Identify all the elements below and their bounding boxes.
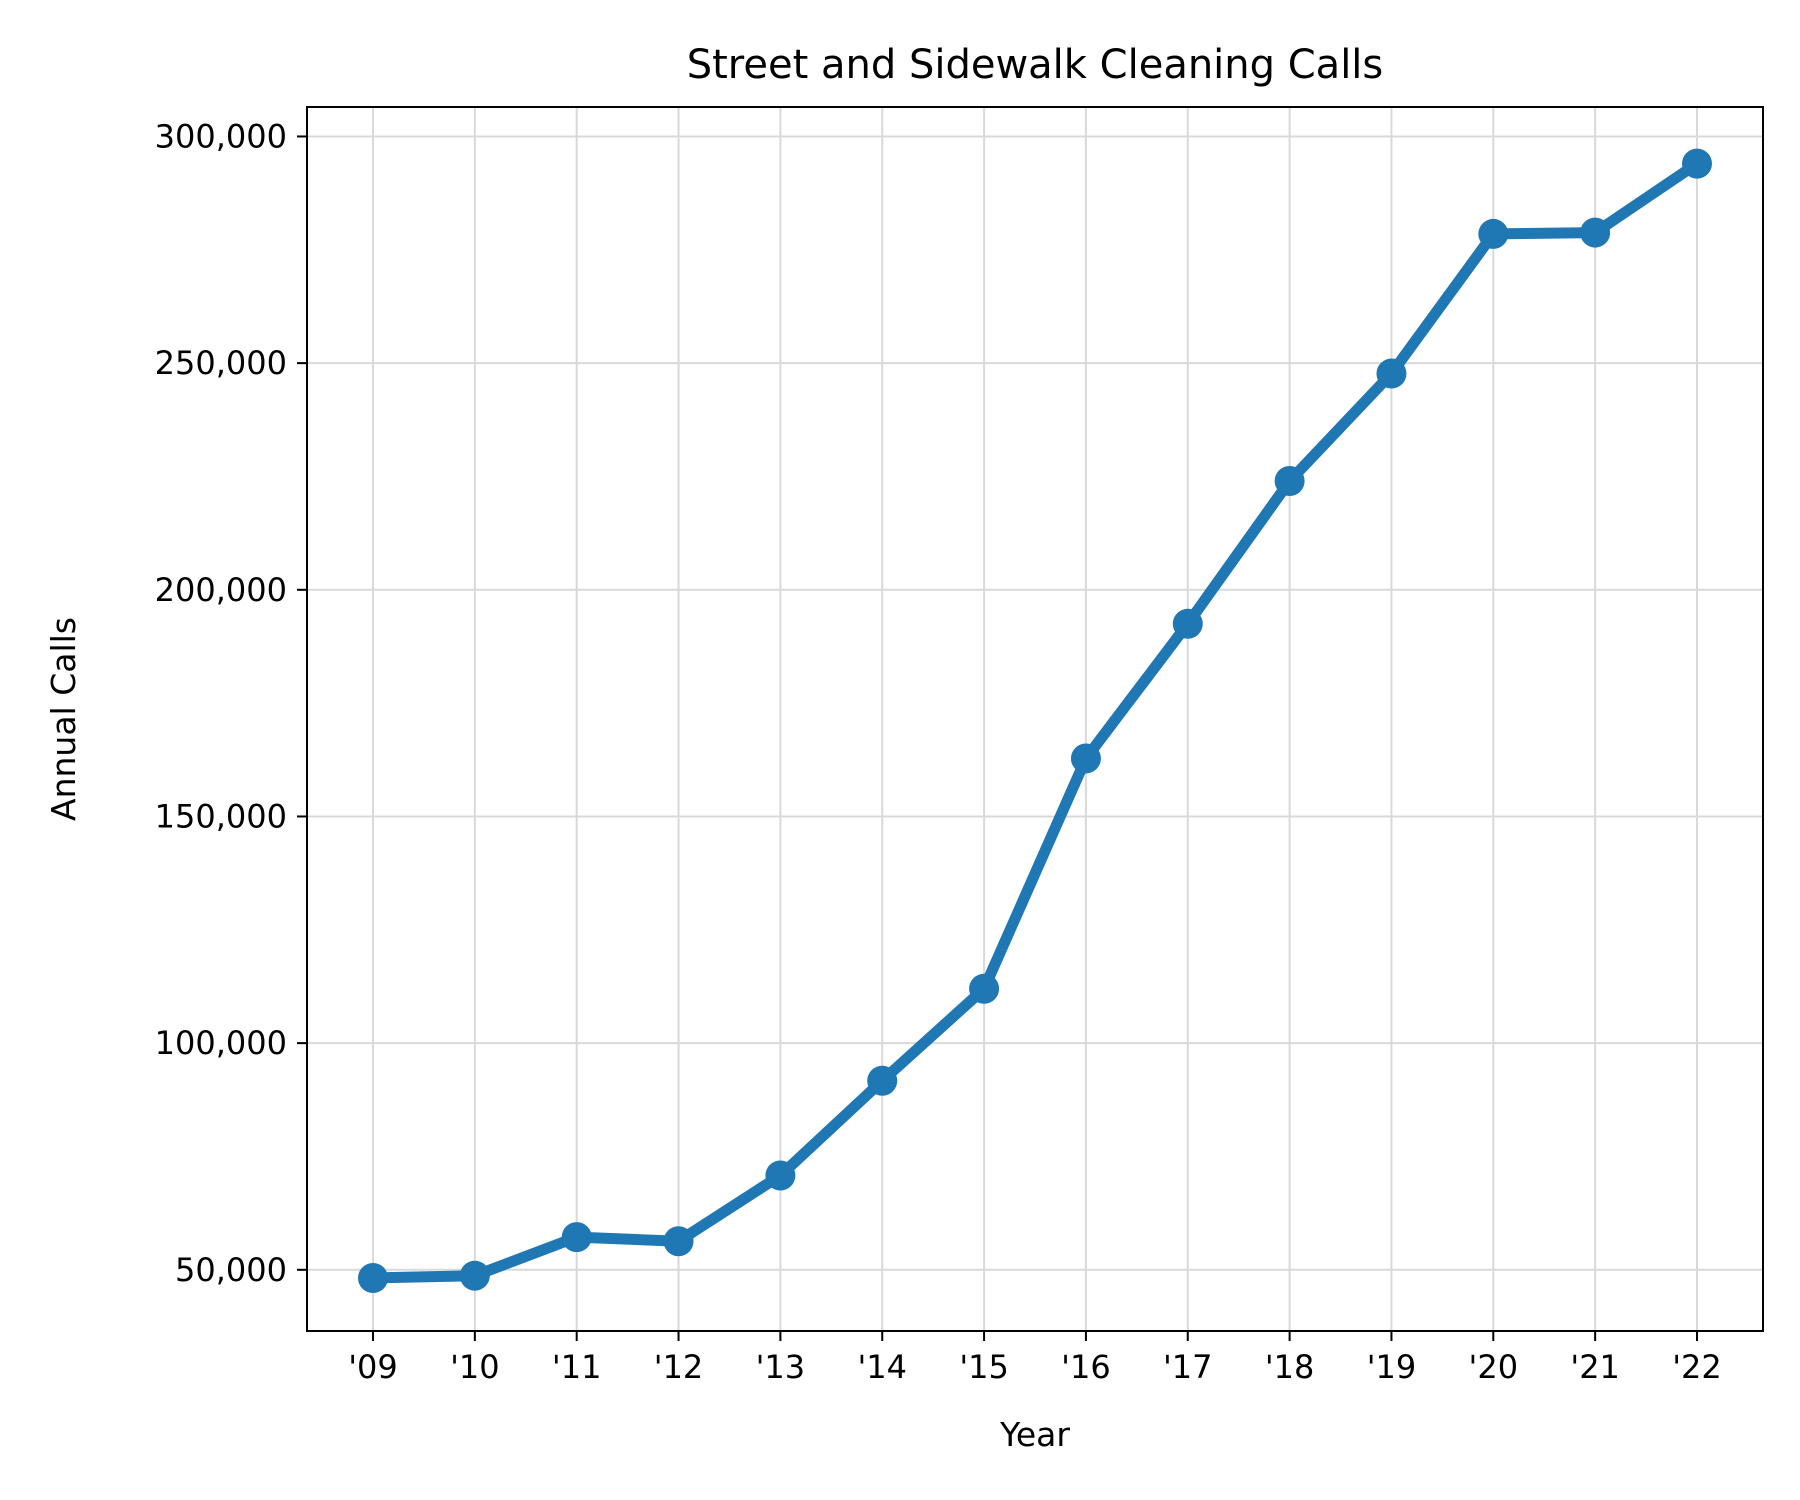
data-point bbox=[358, 1262, 388, 1293]
x-tick-label: '20 bbox=[1469, 1348, 1519, 1386]
data-point bbox=[969, 973, 1000, 1004]
x-tick-label: '09 bbox=[348, 1348, 398, 1386]
x-tick-label: '17 bbox=[1163, 1348, 1213, 1386]
data-point bbox=[765, 1160, 796, 1191]
data-point bbox=[1580, 217, 1611, 248]
data-point bbox=[1070, 743, 1101, 774]
x-tick-label: '13 bbox=[756, 1348, 806, 1386]
x-tick-label: '22 bbox=[1672, 1348, 1722, 1386]
series-layer bbox=[358, 148, 1712, 1293]
y-tick-label: 250,000 bbox=[155, 344, 287, 382]
x-tick-label: '10 bbox=[450, 1348, 500, 1386]
y-tick-label: 100,000 bbox=[155, 1024, 287, 1062]
plot-frame bbox=[306, 106, 1764, 1332]
y-axis: 50,000 100,000 150,000 200,000 250,000 300,00… bbox=[155, 117, 307, 1289]
x-axis: '09 '10 '11 '12 '13 '14 '15 '16 '17 '18 '19 '20 '21 '… bbox=[348, 1331, 1722, 1386]
x-tick-label: '11 bbox=[552, 1348, 602, 1386]
data-point bbox=[1376, 358, 1407, 389]
data-point bbox=[1682, 148, 1712, 179]
data-point bbox=[1172, 608, 1203, 639]
chart-title: Street and Sidewalk Cleaning Calls bbox=[687, 42, 1384, 88]
x-tick-label: '14 bbox=[857, 1348, 907, 1386]
y-tick-label: 50,000 bbox=[175, 1251, 287, 1289]
x-tick-label: '21 bbox=[1570, 1348, 1620, 1386]
data-point bbox=[663, 1226, 694, 1257]
data-point bbox=[1274, 466, 1305, 496]
y-axis-label: Annual Calls bbox=[44, 617, 83, 821]
x-tick-label: '12 bbox=[654, 1348, 704, 1386]
x-axis-label: Year bbox=[999, 1415, 1070, 1454]
data-point bbox=[459, 1260, 490, 1291]
x-tick-label: '15 bbox=[959, 1348, 1009, 1386]
x-tick-label: '16 bbox=[1061, 1348, 1111, 1386]
data-point bbox=[1478, 218, 1509, 249]
data-point bbox=[867, 1065, 898, 1096]
y-tick-label: 200,000 bbox=[155, 571, 287, 609]
data-point bbox=[561, 1222, 592, 1253]
x-tick-label: '19 bbox=[1367, 1348, 1417, 1386]
series-line bbox=[367, 158, 1703, 1284]
y-tick-label: 300,000 bbox=[155, 117, 287, 155]
gridlines bbox=[307, 107, 1763, 1331]
x-tick-label: '18 bbox=[1265, 1348, 1315, 1386]
y-tick-label: 150,000 bbox=[155, 797, 287, 835]
